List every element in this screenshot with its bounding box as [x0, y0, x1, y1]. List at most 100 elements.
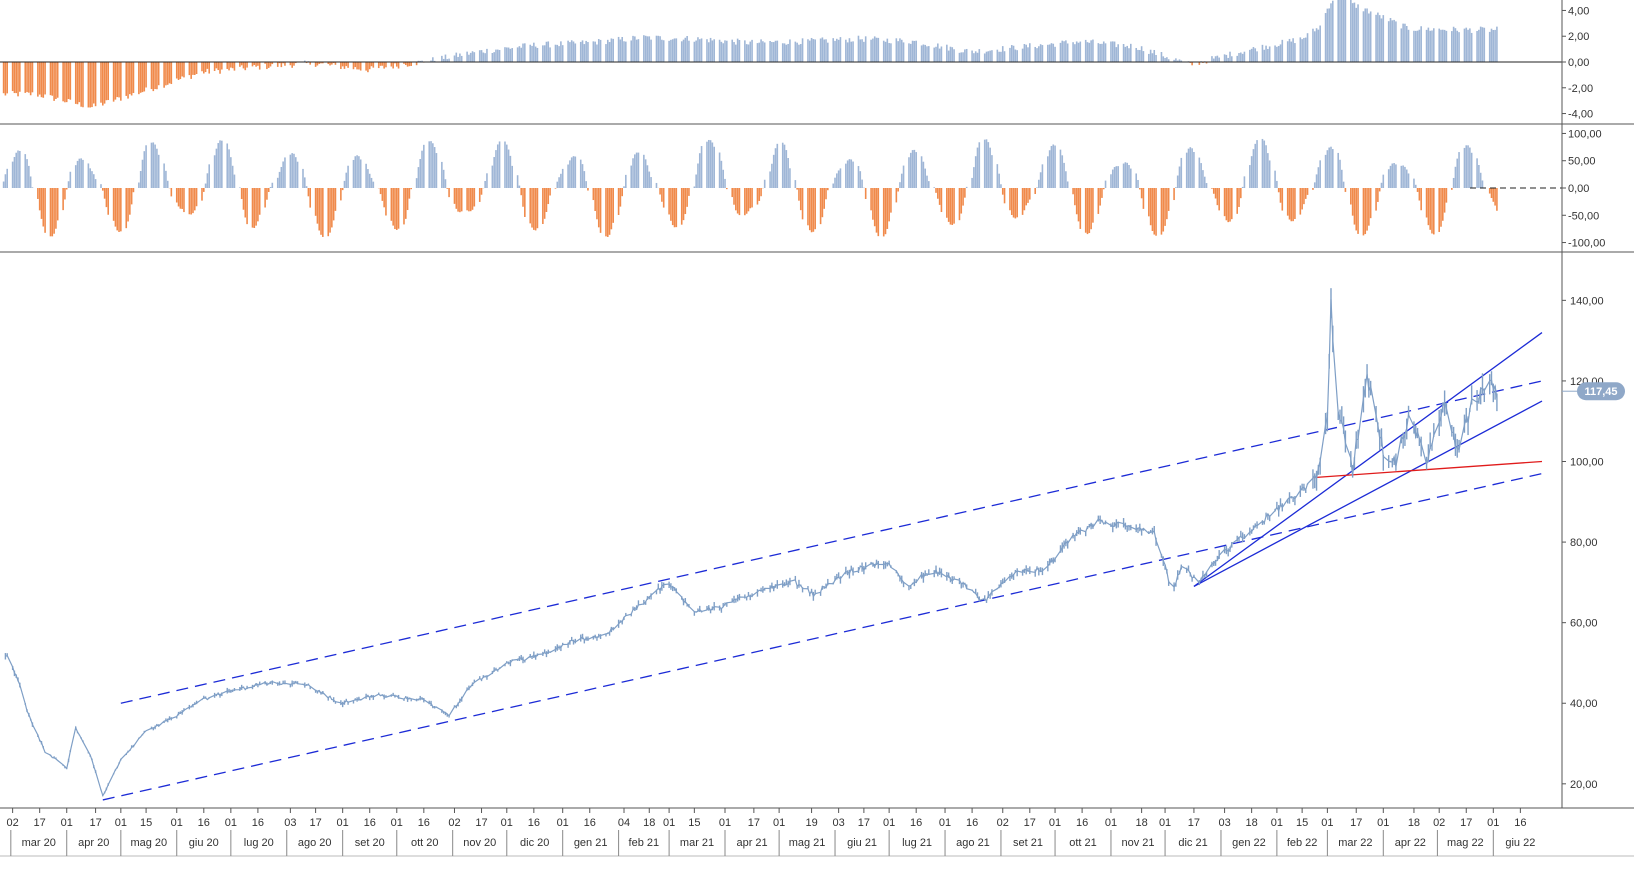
y-tick-label: 100,00	[1570, 457, 1604, 469]
trend-line	[1193, 400, 1543, 587]
x-day-label: 01	[773, 817, 785, 829]
x-day-label: 17	[475, 817, 487, 829]
y-tick-label: 20,00	[1570, 779, 1598, 791]
oscillator-top-panel: 4,00 2,00 0,00 -2,00 -4,00	[0, 0, 1593, 121]
x-day-label: 17	[89, 817, 101, 829]
x-day-label: 01	[939, 817, 951, 829]
oscillator-middle-panel: 100,00 50,00 0,00 -50,00 -100,00	[2, 128, 1605, 250]
x-month-label: lug 20	[244, 837, 274, 849]
y-tick-label: 0,00	[1568, 183, 1589, 195]
y-tick-label: 100,00	[1568, 128, 1602, 140]
x-day-label: 17	[1350, 817, 1362, 829]
price-line	[5, 299, 1498, 797]
trend-channel-line	[102, 472, 1543, 801]
x-day-label: 01	[337, 817, 349, 829]
x-day-label: 19	[805, 817, 817, 829]
x-month-label: apr 20	[78, 837, 109, 849]
x-day-label: 04	[618, 817, 630, 829]
y-tick-label: 80,00	[1570, 537, 1598, 549]
y-tick-label: 0,00	[1568, 57, 1589, 69]
x-day-label: 01	[1159, 817, 1171, 829]
x-month-label: giu 22	[1505, 837, 1535, 849]
x-month-label: mag 20	[130, 837, 167, 849]
x-day-label: 15	[688, 817, 700, 829]
x-month-label: giu 20	[189, 837, 219, 849]
x-day-label: 01	[391, 817, 403, 829]
x-day-label: 15	[1296, 817, 1308, 829]
x-day-label: 16	[966, 817, 978, 829]
x-month-label: gen 21	[574, 837, 608, 849]
x-day-label: 18	[1135, 817, 1147, 829]
last-price-badge: 117,45	[1562, 382, 1625, 401]
y-tick-label: 2,00	[1568, 31, 1589, 43]
x-month-label: mag 22	[1447, 837, 1484, 849]
x-month-label: mag 21	[789, 837, 826, 849]
x-day-label: 16	[418, 817, 430, 829]
y-tick-label: 140,00	[1570, 295, 1604, 307]
x-day-label: 01	[225, 817, 237, 829]
x-day-label: 01	[115, 817, 127, 829]
x-day-label: 01	[171, 817, 183, 829]
x-month-label: lug 21	[902, 837, 932, 849]
x-day-label: 03	[1218, 817, 1230, 829]
x-month-label: ott 20	[411, 837, 439, 849]
x-day-label: 17	[1188, 817, 1200, 829]
x-day-label: 16	[528, 817, 540, 829]
last-price-label: 117,45	[1584, 386, 1617, 398]
x-day-label: 03	[284, 817, 296, 829]
x-day-label: 18	[1408, 817, 1420, 829]
support-line	[1312, 460, 1543, 479]
x-day-label: 01	[1271, 817, 1283, 829]
x-month-label: feb 22	[1287, 837, 1318, 849]
x-day-label: 01	[719, 817, 731, 829]
x-day-label: 01	[1049, 817, 1061, 829]
x-month-label: giu 21	[847, 837, 877, 849]
x-day-label: 17	[309, 817, 321, 829]
x-month-label: ott 21	[1069, 837, 1097, 849]
x-month-label: set 21	[1013, 837, 1043, 849]
y-tick-label: -100,00	[1568, 238, 1605, 250]
x-day-label: 18	[1246, 817, 1258, 829]
x-day-label: 01	[883, 817, 895, 829]
y-tick-label: 40,00	[1570, 698, 1598, 710]
x-day-label: 16	[1076, 817, 1088, 829]
x-day-label: 02	[997, 817, 1009, 829]
x-month-label: ago 21	[956, 837, 990, 849]
y-tick-label: -2,00	[1568, 83, 1593, 95]
x-month-label: nov 21	[1121, 837, 1154, 849]
x-month-label: set 20	[355, 837, 385, 849]
x-day-label: 02	[1433, 817, 1445, 829]
x-day-label: 18	[643, 817, 655, 829]
y-tick-label: 4,00	[1568, 5, 1589, 17]
x-day-label: 02	[6, 817, 18, 829]
x-day-label: 01	[1321, 817, 1333, 829]
x-month-label: ago 20	[298, 837, 332, 849]
y-tick-label: 60,00	[1570, 618, 1598, 630]
x-month-label: dic 21	[1178, 837, 1207, 849]
x-day-label: 17	[34, 817, 46, 829]
x-day-label: 01	[663, 817, 675, 829]
x-day-label: 17	[1024, 817, 1036, 829]
trend-channel-line	[120, 380, 1543, 704]
x-day-label: 17	[858, 817, 870, 829]
x-day-label: 16	[584, 817, 596, 829]
x-day-label: 01	[61, 817, 73, 829]
y-tick-label: 50,00	[1568, 156, 1596, 168]
trend-line	[1193, 332, 1543, 587]
x-month-label: mar 20	[22, 837, 56, 849]
x-day-label: 16	[252, 817, 264, 829]
x-month-label: mar 21	[680, 837, 714, 849]
x-day-label: 16	[1514, 817, 1526, 829]
x-day-label: 16	[198, 817, 210, 829]
x-day-label: 01	[1105, 817, 1117, 829]
last-price-badge-bg	[1577, 382, 1625, 401]
y-tick-label: -4,00	[1568, 109, 1593, 121]
x-day-label: 02	[448, 817, 460, 829]
axes: 02 17 01 17 01 15 01 16 01 16 03 17 01 16 01 16 02 17 01 16…	[0, 0, 1634, 857]
x-month-label: gen 22	[1232, 837, 1266, 849]
x-month-label: feb 21	[629, 837, 660, 849]
x-day-label: 17	[1460, 817, 1472, 829]
x-month-label: apr 21	[736, 837, 767, 849]
